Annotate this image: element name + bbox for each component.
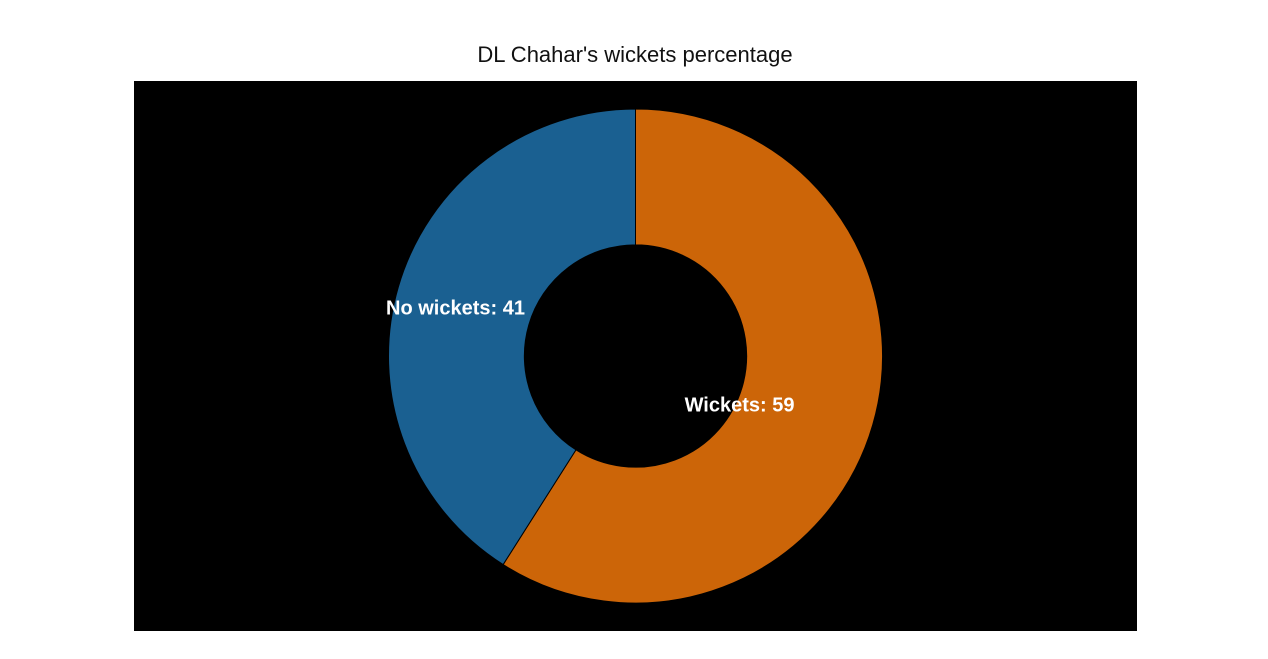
donut-chart: Wickets: 59 No wickets: 41 bbox=[386, 108, 883, 604]
slice-label-wickets: Wickets: 59 bbox=[685, 394, 795, 416]
chart-title: DL Chahar's wickets percentage bbox=[477, 42, 793, 67]
slice-wickets bbox=[502, 108, 883, 604]
slice-no-wickets bbox=[388, 108, 636, 566]
plot-area: Wickets: 59 No wickets: 41 bbox=[134, 81, 1137, 631]
slice-label-no-wickets: No wickets: 41 bbox=[386, 297, 525, 319]
